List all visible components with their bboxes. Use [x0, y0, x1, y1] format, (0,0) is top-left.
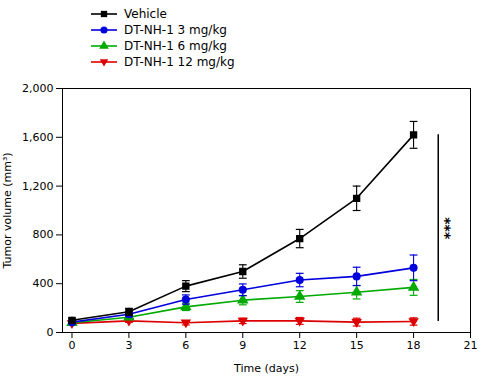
html-text:DT-NH-1 6 mg/kg: DT-NH-1 6 mg/kg: [124, 39, 227, 53]
svg-text:1,200: 1,200: [22, 180, 54, 193]
svg-text:9: 9: [239, 339, 246, 352]
svg-text:0: 0: [68, 339, 75, 352]
svg-text:800: 800: [33, 228, 54, 241]
svg-text:400: 400: [33, 277, 54, 290]
html-text:DT-NH-1 12 mg/kg: DT-NH-1 12 mg/kg: [124, 55, 235, 69]
svg-text:15: 15: [350, 339, 364, 352]
svg-text:12: 12: [293, 339, 307, 352]
svg-text:18: 18: [407, 339, 421, 352]
svg-text:Time (days): Time (days): [233, 362, 299, 375]
svg-text:21: 21: [464, 339, 478, 352]
svg-text:Tumor volume (mm³): Tumor volume (mm³): [1, 152, 14, 269]
svg-text:3: 3: [125, 339, 132, 352]
svg-text:2,000: 2,000: [22, 82, 54, 95]
svg-text:6: 6: [182, 339, 189, 352]
svg-text:0: 0: [47, 326, 54, 339]
svg-text:1,600: 1,600: [22, 131, 54, 144]
html-text:DT-NH-1 3 mg/kg: DT-NH-1 3 mg/kg: [124, 23, 227, 37]
svg-text:***: ***: [441, 217, 457, 240]
html-text:Vehicle: Vehicle: [124, 7, 167, 21]
